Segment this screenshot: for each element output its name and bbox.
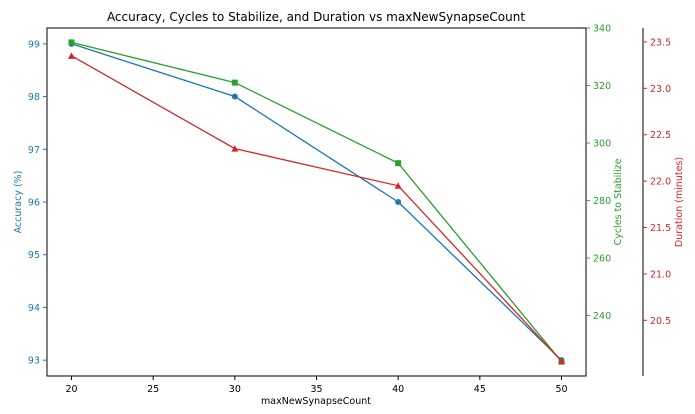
cycles-series-line (71, 41, 563, 363)
cycles-tick-label: 280 (593, 196, 611, 207)
cycles-data-point (231, 79, 238, 86)
cycles-axis-label: Cycles to Stabilize (613, 158, 624, 245)
cycles-data-point (68, 39, 75, 46)
accuracy-data-point (395, 199, 402, 205)
accuracy-axis-label: Accuracy (%) (13, 171, 24, 234)
duration-tick-label: 20.5 (650, 316, 671, 327)
x-tick-label: 20 (65, 384, 77, 395)
duration-data-point (558, 357, 565, 365)
accuracy-tick-label: 93 (28, 356, 40, 367)
duration-data-point (231, 145, 239, 152)
cycles-tick-label: 260 (593, 254, 611, 265)
duration-tick-label: 21.5 (650, 223, 671, 234)
chart-title: Accuracy, Cycles to Stabilize, and Durat… (107, 10, 525, 24)
duration-tick-label: 23.5 (650, 37, 671, 48)
duration-axis: 20.5 21.0 21.5 22.0 22.5 23.0 23.5 (643, 37, 671, 327)
x-tick-label: 25 (147, 384, 159, 395)
duration-tick-label: 21.0 (650, 269, 671, 280)
accuracy-data-point (231, 93, 238, 100)
x-tick-label: 40 (392, 384, 404, 395)
x-axis-label: maxNewSynapseCount (261, 396, 371, 407)
cycles-axis: 240 260 280 300 320 340 (586, 24, 611, 322)
accuracy-tick-label: 94 (28, 303, 40, 314)
x-tick-label: 45 (474, 384, 486, 395)
x-tick-label: 30 (229, 384, 241, 395)
accuracy-tick-label: 96 (28, 198, 40, 209)
duration-series-line (71, 55, 562, 362)
duration-tick-label: 23.0 (650, 84, 671, 95)
cycles-tick-label: 340 (593, 24, 611, 35)
accuracy-series-line (71, 43, 562, 361)
duration-axis-label: Duration (minutes) (674, 157, 685, 247)
x-tick-label: 50 (555, 384, 567, 395)
duration-tick-label: 22.5 (650, 130, 671, 141)
accuracy-axis: 93 94 95 96 97 98 99 (28, 39, 47, 367)
duration-data-point (68, 52, 75, 59)
duration-tick-label: 22.0 (650, 177, 671, 188)
accuracy-tick-label: 95 (28, 250, 40, 261)
cycles-tick-label: 300 (593, 139, 611, 150)
series-layer (68, 39, 565, 365)
plot-frame (46, 27, 587, 377)
x-axis: 20 25 30 35 40 45 50 (65, 376, 568, 395)
accuracy-tick-label: 98 (28, 92, 40, 103)
cycles-tick-label: 320 (593, 81, 611, 92)
x-tick-label: 35 (310, 384, 322, 395)
accuracy-tick-label: 97 (28, 145, 40, 156)
accuracy-tick-label: 99 (28, 39, 40, 50)
cycles-tick-label: 240 (593, 311, 611, 322)
duration-data-point (394, 182, 402, 189)
cycles-data-point (395, 160, 402, 167)
